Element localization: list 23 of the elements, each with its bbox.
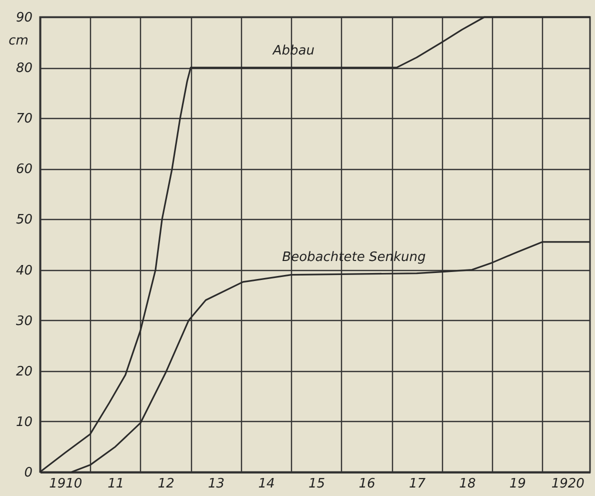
x-tick-label: 15	[308, 476, 326, 492]
x-tick-label: 1910	[49, 476, 82, 492]
y-tick-label: 20	[16, 364, 32, 380]
x-tick-label: 12	[158, 476, 174, 492]
y-tick-label: 80	[16, 61, 32, 76]
x-tick-label: 14	[258, 476, 275, 492]
x-tick-label: 17	[408, 476, 426, 492]
x-tick-label: 19	[509, 476, 526, 492]
y-tick-label: 90	[16, 10, 32, 26]
y-tick-label: 30	[16, 314, 32, 329]
x-tick-label: 1920	[551, 476, 584, 492]
y-axis-title: cm	[8, 34, 28, 48]
x-tick-label: 16	[358, 476, 376, 492]
y-tick-label: 10	[16, 414, 32, 430]
y-tick-label: 70	[16, 112, 32, 127]
x-tick-label: 11	[108, 476, 124, 492]
y-tick-label: 40	[16, 263, 32, 278]
line-series	[39, 16, 591, 473]
x-tick-label: 13	[208, 476, 225, 492]
y-tick-label: 50	[16, 212, 32, 228]
x-tick-label: 18	[459, 476, 476, 492]
y-tick-label: 0	[24, 466, 32, 480]
y-tick-label: 60	[16, 162, 32, 178]
